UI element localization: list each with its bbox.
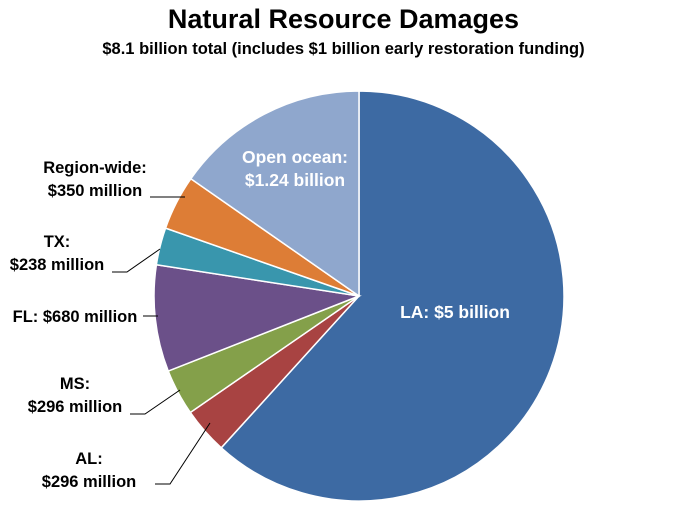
slice-label-line: $350 million: [48, 182, 142, 200]
slice-label-fl: FL: $680 million: [13, 308, 138, 326]
slice-label-line: $296 million: [28, 398, 122, 416]
chart-subtitle: $8.1 billion total (includes $1 billion …: [102, 40, 585, 58]
chart-title: Natural Resource Damages: [167, 4, 520, 34]
slice-label-ms: MS: $296 million: [28, 375, 122, 416]
slice-label-la: LA: $5 billion: [400, 302, 510, 322]
slice-label-line: $296 million: [42, 473, 136, 491]
slice-label-tx: TX: $238 million: [10, 233, 104, 274]
slice-label-line: TX:: [44, 233, 71, 251]
pie-slice-fl: [153, 263, 362, 372]
slice-label-line: Region-wide:: [43, 159, 147, 177]
slice-label-line: FL: $680 million: [13, 308, 138, 326]
slice-label-line: Open ocean:: [242, 147, 348, 167]
leader-line-tx: [112, 248, 161, 273]
leader-line-al: [155, 422, 211, 485]
slice-label-line: AL:: [75, 450, 103, 468]
slice-label-al: AL: $296 million: [42, 450, 136, 491]
slice-label-line: LA: $5 billion: [400, 302, 510, 322]
slice-label-line: MS:: [60, 375, 90, 393]
leader-line-ms: [130, 389, 181, 415]
slice-label-line: $238 million: [10, 256, 104, 274]
slice-label-ocean: Open ocean: $1.24 billion: [242, 147, 348, 190]
slice-label-line: $1.24 billion: [245, 170, 345, 190]
slice-label-region: Region-wide: $350 million: [43, 159, 147, 200]
pie-slice-ocean: [189, 90, 360, 298]
pie-slice-la: [220, 90, 565, 502]
